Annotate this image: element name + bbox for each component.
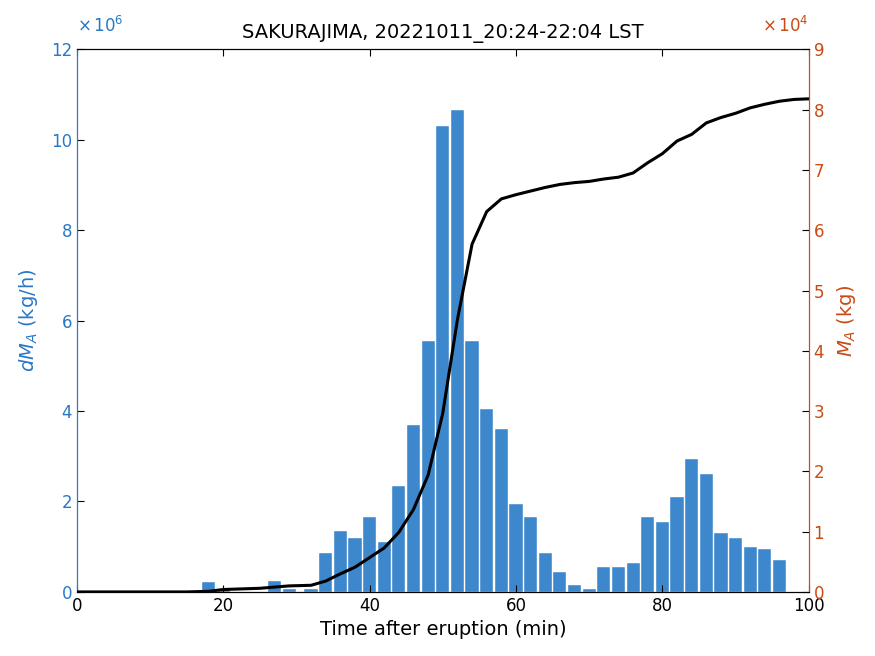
Bar <box>466 341 479 592</box>
Bar <box>598 567 611 592</box>
X-axis label: Time after eruption (min): Time after eruption (min) <box>319 621 566 640</box>
Bar <box>494 429 508 592</box>
Bar <box>268 581 281 592</box>
Bar <box>509 504 522 592</box>
Bar <box>759 549 772 592</box>
Bar <box>729 538 742 592</box>
Bar <box>655 522 669 592</box>
Bar <box>202 582 215 592</box>
Text: $\times\,10^4$: $\times\,10^4$ <box>762 16 808 36</box>
Bar <box>217 588 230 592</box>
Bar <box>378 543 391 592</box>
Bar <box>670 497 683 592</box>
Title: SAKURAJIMA, 20221011_20:24-22:04 LST: SAKURAJIMA, 20221011_20:24-22:04 LST <box>242 24 644 43</box>
Bar <box>685 459 698 592</box>
Bar <box>773 560 786 592</box>
Bar <box>319 554 332 592</box>
Bar <box>626 563 640 592</box>
Bar <box>744 546 757 592</box>
Bar <box>583 588 596 592</box>
Text: $\times\,10^6$: $\times\,10^6$ <box>77 16 123 36</box>
Bar <box>451 110 464 592</box>
Bar <box>641 518 654 592</box>
Bar <box>363 518 376 592</box>
Bar <box>348 538 361 592</box>
Bar <box>612 567 625 592</box>
Bar <box>539 554 552 592</box>
Bar <box>480 409 494 592</box>
Bar <box>524 518 537 592</box>
Bar <box>392 485 405 592</box>
Y-axis label: $M_A$ (kg): $M_A$ (kg) <box>836 285 858 357</box>
Bar <box>437 126 450 592</box>
Bar <box>553 571 566 592</box>
Bar <box>422 341 435 592</box>
Bar <box>700 474 713 592</box>
Y-axis label: $dM_A$ (kg/h): $dM_A$ (kg/h) <box>17 269 39 373</box>
Bar <box>283 588 296 592</box>
Bar <box>407 424 420 592</box>
Bar <box>304 588 318 592</box>
Bar <box>714 533 727 592</box>
Bar <box>333 531 347 592</box>
Bar <box>568 585 581 592</box>
